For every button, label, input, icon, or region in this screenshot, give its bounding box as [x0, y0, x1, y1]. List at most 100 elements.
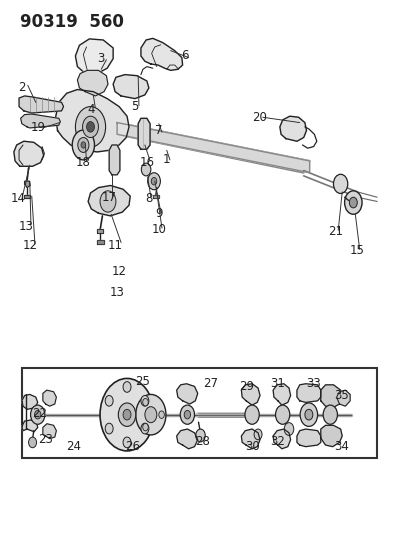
Polygon shape: [19, 96, 64, 113]
Polygon shape: [97, 240, 104, 244]
Circle shape: [123, 409, 131, 420]
Text: 12: 12: [112, 265, 127, 278]
Polygon shape: [273, 384, 291, 405]
Circle shape: [141, 163, 151, 176]
Polygon shape: [22, 420, 38, 432]
Text: 21: 21: [328, 225, 343, 238]
Circle shape: [276, 405, 290, 424]
Text: 3: 3: [98, 52, 105, 65]
Circle shape: [254, 429, 262, 440]
Polygon shape: [75, 39, 113, 74]
Circle shape: [123, 437, 131, 448]
Text: 11: 11: [108, 239, 123, 252]
Circle shape: [143, 423, 148, 431]
Polygon shape: [321, 385, 342, 408]
Polygon shape: [153, 195, 159, 198]
Circle shape: [196, 429, 205, 442]
Circle shape: [35, 410, 41, 419]
Text: 35: 35: [334, 389, 349, 402]
Circle shape: [345, 191, 362, 214]
Text: 7: 7: [155, 124, 162, 137]
Circle shape: [180, 405, 195, 424]
Text: 14: 14: [10, 192, 25, 205]
Text: 17: 17: [102, 191, 117, 204]
Polygon shape: [97, 229, 103, 233]
Circle shape: [141, 423, 149, 434]
Circle shape: [87, 122, 94, 132]
Circle shape: [245, 405, 259, 424]
Circle shape: [31, 405, 45, 424]
Polygon shape: [113, 75, 149, 99]
Circle shape: [143, 399, 148, 406]
Circle shape: [72, 130, 94, 160]
Polygon shape: [321, 425, 342, 447]
Text: 23: 23: [38, 433, 53, 446]
Polygon shape: [297, 384, 321, 402]
Text: 16: 16: [139, 156, 154, 169]
Polygon shape: [241, 429, 260, 449]
Bar: [22, 368, 377, 458]
Text: 20: 20: [252, 111, 268, 124]
Polygon shape: [24, 195, 30, 198]
Polygon shape: [117, 123, 310, 173]
Text: 29: 29: [239, 380, 254, 393]
Text: 19: 19: [30, 122, 45, 134]
Polygon shape: [25, 181, 30, 188]
Text: 90319  560: 90319 560: [20, 13, 124, 31]
Polygon shape: [77, 70, 108, 96]
Circle shape: [29, 437, 37, 448]
Text: 1: 1: [163, 154, 170, 166]
Circle shape: [105, 423, 113, 434]
Circle shape: [118, 403, 136, 426]
Text: 30: 30: [245, 440, 260, 453]
Circle shape: [75, 107, 106, 147]
Circle shape: [100, 191, 116, 212]
Text: 25: 25: [135, 375, 150, 387]
Circle shape: [141, 395, 149, 406]
Text: 24: 24: [66, 440, 81, 453]
Polygon shape: [21, 114, 60, 128]
Text: 32: 32: [270, 435, 285, 448]
Circle shape: [349, 197, 357, 208]
Text: 15: 15: [350, 244, 365, 257]
Circle shape: [123, 382, 131, 392]
Circle shape: [148, 173, 160, 190]
Text: 13: 13: [110, 286, 125, 298]
Polygon shape: [43, 390, 56, 406]
Text: 6: 6: [181, 50, 188, 62]
Text: 8: 8: [145, 192, 152, 205]
Circle shape: [100, 378, 154, 451]
Text: 31: 31: [270, 377, 285, 390]
Text: 12: 12: [22, 239, 37, 252]
Text: 28: 28: [195, 435, 210, 448]
Text: 10: 10: [151, 223, 166, 236]
Text: 5: 5: [131, 100, 139, 113]
Polygon shape: [280, 116, 306, 141]
Polygon shape: [14, 141, 44, 166]
Polygon shape: [241, 384, 260, 405]
Circle shape: [136, 394, 166, 435]
Text: 26: 26: [125, 440, 141, 453]
Circle shape: [151, 177, 157, 185]
Circle shape: [300, 403, 318, 426]
Text: 2: 2: [18, 82, 25, 94]
Polygon shape: [109, 145, 120, 175]
Polygon shape: [273, 429, 291, 449]
Circle shape: [83, 116, 98, 138]
Polygon shape: [177, 429, 198, 449]
Polygon shape: [43, 424, 56, 439]
Text: 4: 4: [88, 103, 95, 116]
Circle shape: [184, 410, 191, 419]
Text: 22: 22: [32, 407, 47, 419]
Polygon shape: [56, 90, 129, 152]
Circle shape: [305, 409, 313, 420]
Polygon shape: [138, 118, 150, 149]
Text: 34: 34: [334, 440, 349, 453]
Polygon shape: [141, 38, 183, 70]
Polygon shape: [177, 384, 198, 404]
Circle shape: [323, 405, 337, 424]
Circle shape: [81, 142, 86, 148]
Circle shape: [105, 395, 113, 406]
Circle shape: [333, 174, 348, 193]
Polygon shape: [22, 394, 38, 409]
